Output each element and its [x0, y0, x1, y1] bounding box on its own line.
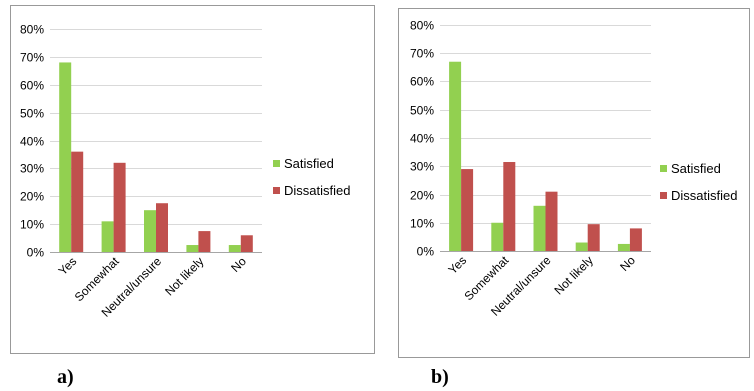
y-tick-label: 40% [20, 135, 44, 149]
bar-dissatisfied [503, 162, 516, 251]
legend-label: Satisfied [671, 161, 721, 176]
y-tick-label: 40% [410, 132, 434, 146]
bar-satisfied [449, 61, 462, 251]
chart-b: 0%10%20%30%40%50%60%70%80%YesSomewhatNeu… [398, 8, 750, 358]
legend-swatch [660, 192, 667, 199]
bar-dissatisfied [461, 169, 474, 251]
y-tick-label: 80% [20, 23, 44, 37]
bar-satisfied [59, 62, 72, 253]
y-tick-label: 20% [20, 190, 44, 204]
y-tick-label: 0% [417, 245, 435, 259]
legend-swatch [660, 165, 667, 172]
y-tick-label: 50% [410, 104, 434, 118]
legend-swatch [273, 187, 280, 194]
y-tick-label: 70% [20, 51, 44, 65]
bar-dissatisfied [545, 191, 558, 251]
bar-dissatisfied [198, 231, 211, 252]
y-tick-label: 70% [410, 47, 434, 61]
bar-satisfied [228, 245, 241, 252]
y-tick-label: 60% [410, 75, 434, 89]
bar-dissatisfied [156, 203, 168, 252]
bar-dissatisfied [71, 151, 84, 252]
y-tick-label: 0% [27, 246, 45, 260]
y-tick-label: 10% [410, 217, 434, 231]
y-tick-label: 30% [410, 160, 434, 174]
bar-satisfied [101, 221, 114, 252]
legend-label: Satisfied [284, 156, 334, 171]
bar-satisfied [491, 222, 504, 251]
legend-label: Dissatisfied [671, 188, 737, 203]
bar-satisfied [144, 210, 156, 252]
bar-dissatisfied [240, 235, 253, 252]
chart-a: 0%10%20%30%40%50%60%70%80%YesSomewhatNeu… [10, 5, 375, 354]
y-tick-label: 80% [410, 19, 434, 33]
y-tick-label: 30% [20, 162, 44, 176]
bar-satisfied [533, 205, 546, 251]
caption-b: b) [431, 366, 449, 388]
y-tick-label: 10% [20, 218, 44, 232]
bar-dissatisfied [113, 162, 126, 252]
bar-satisfied [575, 242, 588, 251]
y-tick-label: 50% [20, 107, 44, 121]
legend-swatch [273, 160, 280, 167]
legend-label: Dissatisfied [284, 183, 350, 198]
y-tick-label: 60% [20, 79, 44, 93]
y-tick-label: 20% [410, 189, 434, 203]
bar-dissatisfied [629, 228, 642, 251]
bar-satisfied [617, 243, 630, 251]
bar-dissatisfied [587, 224, 600, 251]
bar-satisfied [186, 245, 199, 252]
caption-a: a) [57, 366, 74, 388]
